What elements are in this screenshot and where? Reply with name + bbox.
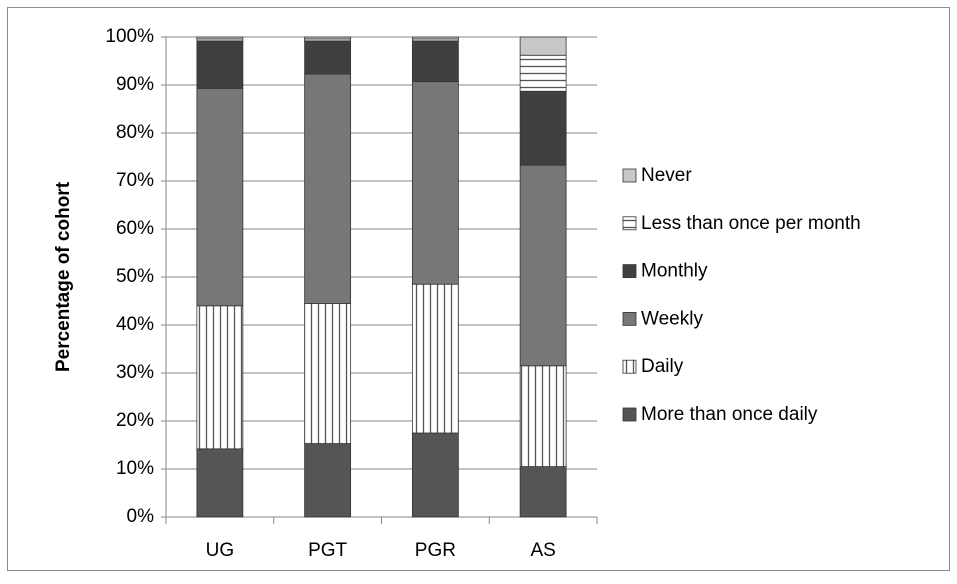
legend-swatch bbox=[622, 407, 637, 422]
legend-swatch bbox=[622, 359, 637, 374]
x-tick-label: PGT bbox=[308, 540, 347, 561]
legend-label: Never bbox=[641, 165, 692, 186]
bar-segment bbox=[519, 466, 567, 518]
bar-segment bbox=[196, 87, 244, 307]
y-tick-label: 40% bbox=[116, 314, 154, 335]
bar-segment bbox=[519, 54, 567, 92]
y-tick-label: 30% bbox=[116, 362, 154, 383]
bar-segment bbox=[411, 40, 459, 83]
legend-label: Less than once per month bbox=[641, 213, 861, 234]
legend-swatch bbox=[622, 311, 637, 326]
y-tick-label: 20% bbox=[116, 410, 154, 431]
chart-border bbox=[7, 7, 950, 571]
legend-swatch bbox=[622, 264, 637, 279]
legend-label: More than once daily bbox=[641, 404, 818, 425]
legend-swatch bbox=[622, 168, 637, 183]
bar-segment bbox=[519, 164, 567, 367]
bar-segment bbox=[411, 432, 459, 518]
y-tick-label: 50% bbox=[116, 266, 154, 287]
bar-segment bbox=[411, 36, 459, 40]
bar-segment bbox=[304, 36, 352, 40]
y-tick-label: 90% bbox=[116, 74, 154, 95]
bar-segment bbox=[519, 365, 567, 467]
x-tick-label: UG bbox=[206, 540, 235, 561]
bar-segment bbox=[196, 305, 244, 450]
bar-segment bbox=[411, 283, 459, 434]
bar-segment bbox=[304, 302, 352, 444]
bar-segment bbox=[196, 448, 244, 518]
bar-segment bbox=[196, 40, 244, 89]
bar-segment bbox=[304, 73, 352, 304]
y-tick-label: 10% bbox=[116, 458, 154, 479]
x-tick-label: PGR bbox=[415, 540, 456, 561]
y-tick-label: 60% bbox=[116, 218, 154, 239]
bar-segment bbox=[304, 443, 352, 518]
x-tick-label: AS bbox=[530, 540, 555, 561]
y-tick-label: 70% bbox=[116, 170, 154, 191]
y-axis-title: Percentage of cohort bbox=[53, 181, 74, 372]
y-tick-label: 100% bbox=[105, 26, 154, 47]
legend-label: Weekly bbox=[641, 308, 703, 329]
legend-swatch bbox=[622, 216, 637, 231]
y-tick-label: 80% bbox=[116, 122, 154, 143]
legend-label: Daily bbox=[641, 356, 684, 377]
legend-label: Monthly bbox=[641, 261, 708, 282]
bar-segment bbox=[519, 90, 567, 166]
bar-segment bbox=[519, 36, 567, 56]
bar-segment bbox=[411, 81, 459, 285]
y-tick-label: 0% bbox=[127, 506, 155, 527]
bar-segment bbox=[304, 40, 352, 75]
bar-segment bbox=[196, 36, 244, 40]
